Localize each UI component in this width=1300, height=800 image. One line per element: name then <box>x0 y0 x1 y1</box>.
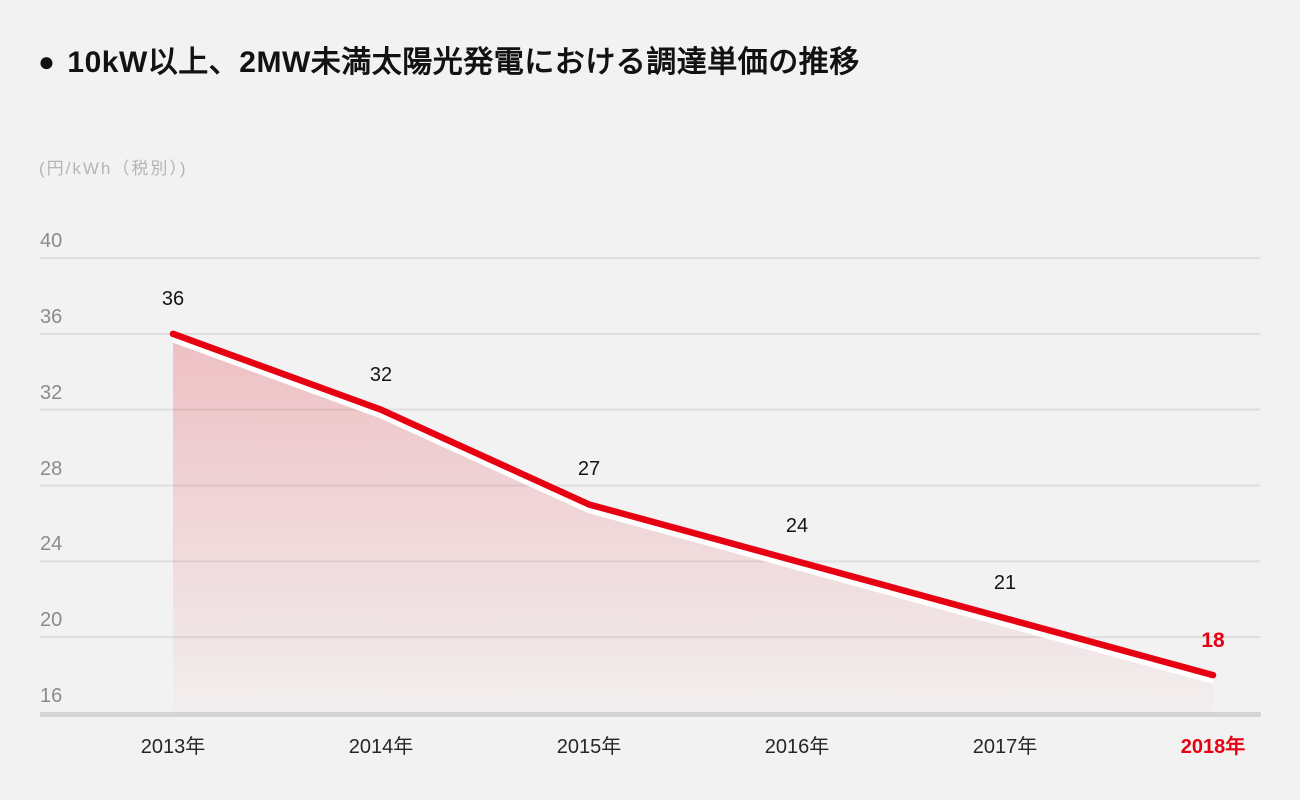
page-title: ● 10kW以上、2MW未満太陽光発電における調達単価の推移 <box>38 46 860 79</box>
data-point-label: 27 <box>577 458 601 481</box>
data-point-label: 36 <box>161 287 185 310</box>
x-axis-year-label: 2015年 <box>556 736 622 758</box>
y-axis-tick-label: 40 <box>40 230 63 252</box>
title-text: 10kW以上、2MW未満太陽光発電における調達単価の推移 <box>67 46 860 79</box>
y-axis-unit-label: (円/kWh（税別）) <box>39 159 188 178</box>
y-axis-tick-label: 24 <box>40 533 63 556</box>
x-axis-year-label: 2016年 <box>764 736 830 758</box>
data-point-label: 18 <box>1201 629 1225 653</box>
series <box>169 330 1217 713</box>
y-axis-tick-label: 28 <box>40 457 63 480</box>
title-bullet-icon: ● <box>38 46 56 77</box>
x-axis-year-label: 2017年 <box>972 736 1038 758</box>
y-axis-tick-label: 36 <box>40 305 63 328</box>
price-line <box>169 330 1217 679</box>
x-axis-year-label: 2014年 <box>348 736 414 758</box>
x-axis-year-label: 2013年 <box>140 736 206 758</box>
y-axis-tick-label: 20 <box>40 609 63 632</box>
x-axis-year-label: 2018年 <box>1180 736 1246 758</box>
line-under-stroke <box>172 337 1214 684</box>
y-axis-tick-label: 32 <box>40 381 63 404</box>
area-fill <box>173 341 1213 713</box>
data-point-label: 24 <box>785 515 809 538</box>
y-axis-tick-label: 16 <box>40 685 63 707</box>
data-point-label: 21 <box>993 572 1017 595</box>
data-point-label: 32 <box>369 363 393 386</box>
